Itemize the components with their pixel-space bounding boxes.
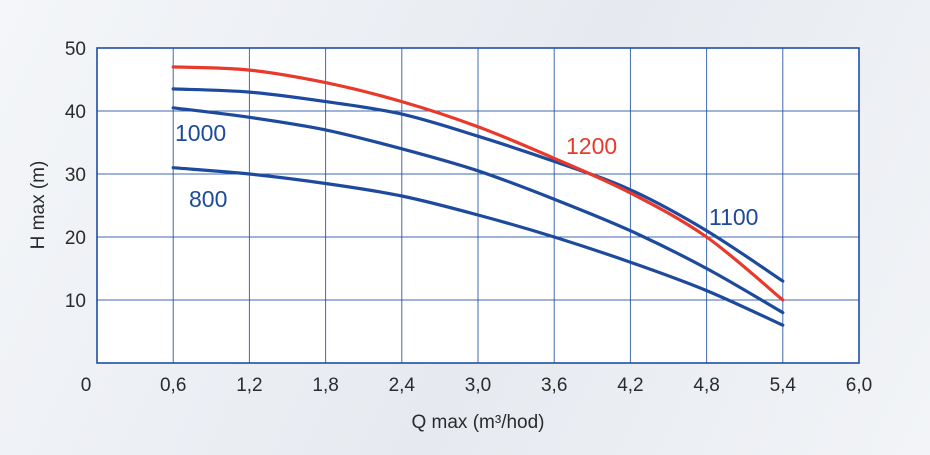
series-label-1100: 1100: [709, 204, 758, 230]
x-tick-label: 4,2: [617, 375, 643, 396]
y-axis-title: H max (m): [28, 161, 49, 250]
series-label-1000: 1000: [175, 120, 226, 146]
plot-frame: [96, 47, 860, 364]
y-tick-label: 20: [65, 228, 86, 249]
series-line-1000: [171, 106, 785, 315]
x-tick-label: 3,6: [541, 375, 567, 396]
y-tick-labels: 10 20 30 40 50: [65, 39, 86, 312]
x-tick-label: 0: [81, 375, 92, 396]
series-line-1200: [171, 65, 785, 302]
series-labels: 800 1000 1100 1200: [175, 120, 758, 230]
x-tick-label: 4,8: [693, 375, 719, 396]
x-tick-label: 0,6: [160, 375, 186, 396]
y-tick-label: 40: [65, 102, 86, 123]
x-axis-title: Q max (m³/hod): [411, 412, 544, 433]
x-tick-label: 3,0: [465, 375, 491, 396]
x-tick-label: 1,8: [312, 375, 338, 396]
grid-lines: [97, 48, 859, 363]
y-tick-label: 50: [65, 39, 86, 60]
series-label-800: 800: [189, 186, 227, 212]
x-tick-label: 2,4: [389, 375, 416, 396]
series-line-800: [171, 166, 785, 327]
x-tick-label: 5,4: [770, 375, 797, 396]
series-line-1100: [171, 87, 785, 283]
x-tick-label: 6,0: [846, 375, 872, 396]
x-tick-label: 1,2: [236, 375, 262, 396]
y-tick-label: 30: [65, 165, 86, 186]
series-lines: [171, 65, 785, 327]
x-tick-labels: 0 0,6 1,2 1,8 2,4 3,0 3,6 4,2 4,8 5,4 6,0: [81, 375, 873, 396]
series-label-1200: 1200: [566, 133, 617, 159]
y-tick-label: 10: [65, 291, 86, 312]
